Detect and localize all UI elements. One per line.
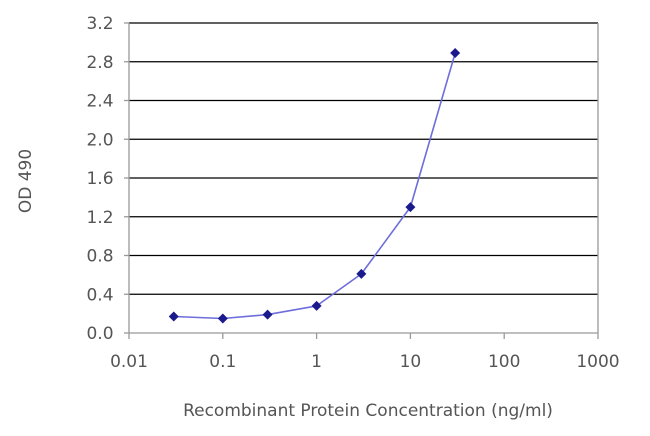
y-tick-label: 2.4	[86, 92, 113, 112]
y-tick-label: 1.2	[86, 208, 113, 228]
x-tick-label: 100	[488, 352, 520, 372]
data-point-marker	[168, 311, 179, 322]
y-tick-label: 2.0	[86, 130, 113, 150]
x-tick-label: 0.1	[209, 352, 236, 372]
data-point-marker	[262, 309, 273, 320]
series-line	[173, 52, 456, 320]
axis-layer	[124, 22, 599, 339]
series-layer	[168, 48, 461, 324]
data-point-marker	[311, 300, 322, 311]
x-tick-label: 1000	[576, 352, 619, 372]
x-tick-label: 1	[311, 352, 322, 372]
y-tick-label: 0.0	[86, 324, 113, 344]
data-point-marker	[356, 268, 367, 279]
data-point-marker	[405, 202, 416, 213]
y-axis-title: OD 490	[16, 149, 36, 213]
label-layer: Recombinant Protein Concentration (ng/ml…	[16, 14, 620, 421]
y-tick-label: 1.6	[86, 169, 113, 189]
y-tick-label: 3.2	[86, 14, 113, 34]
grid-layer	[129, 22, 598, 295]
x-axis-title: Recombinant Protein Concentration (ng/ml…	[183, 401, 553, 421]
data-point-marker	[217, 313, 228, 324]
y-tick-label: 2.8	[86, 53, 113, 73]
y-tick-label: 0.8	[86, 247, 113, 267]
x-tick-label: 0.01	[110, 352, 148, 372]
data-point-marker	[450, 48, 461, 59]
x-tick-label: 10	[400, 352, 422, 372]
y-tick-label: 0.4	[86, 285, 113, 305]
